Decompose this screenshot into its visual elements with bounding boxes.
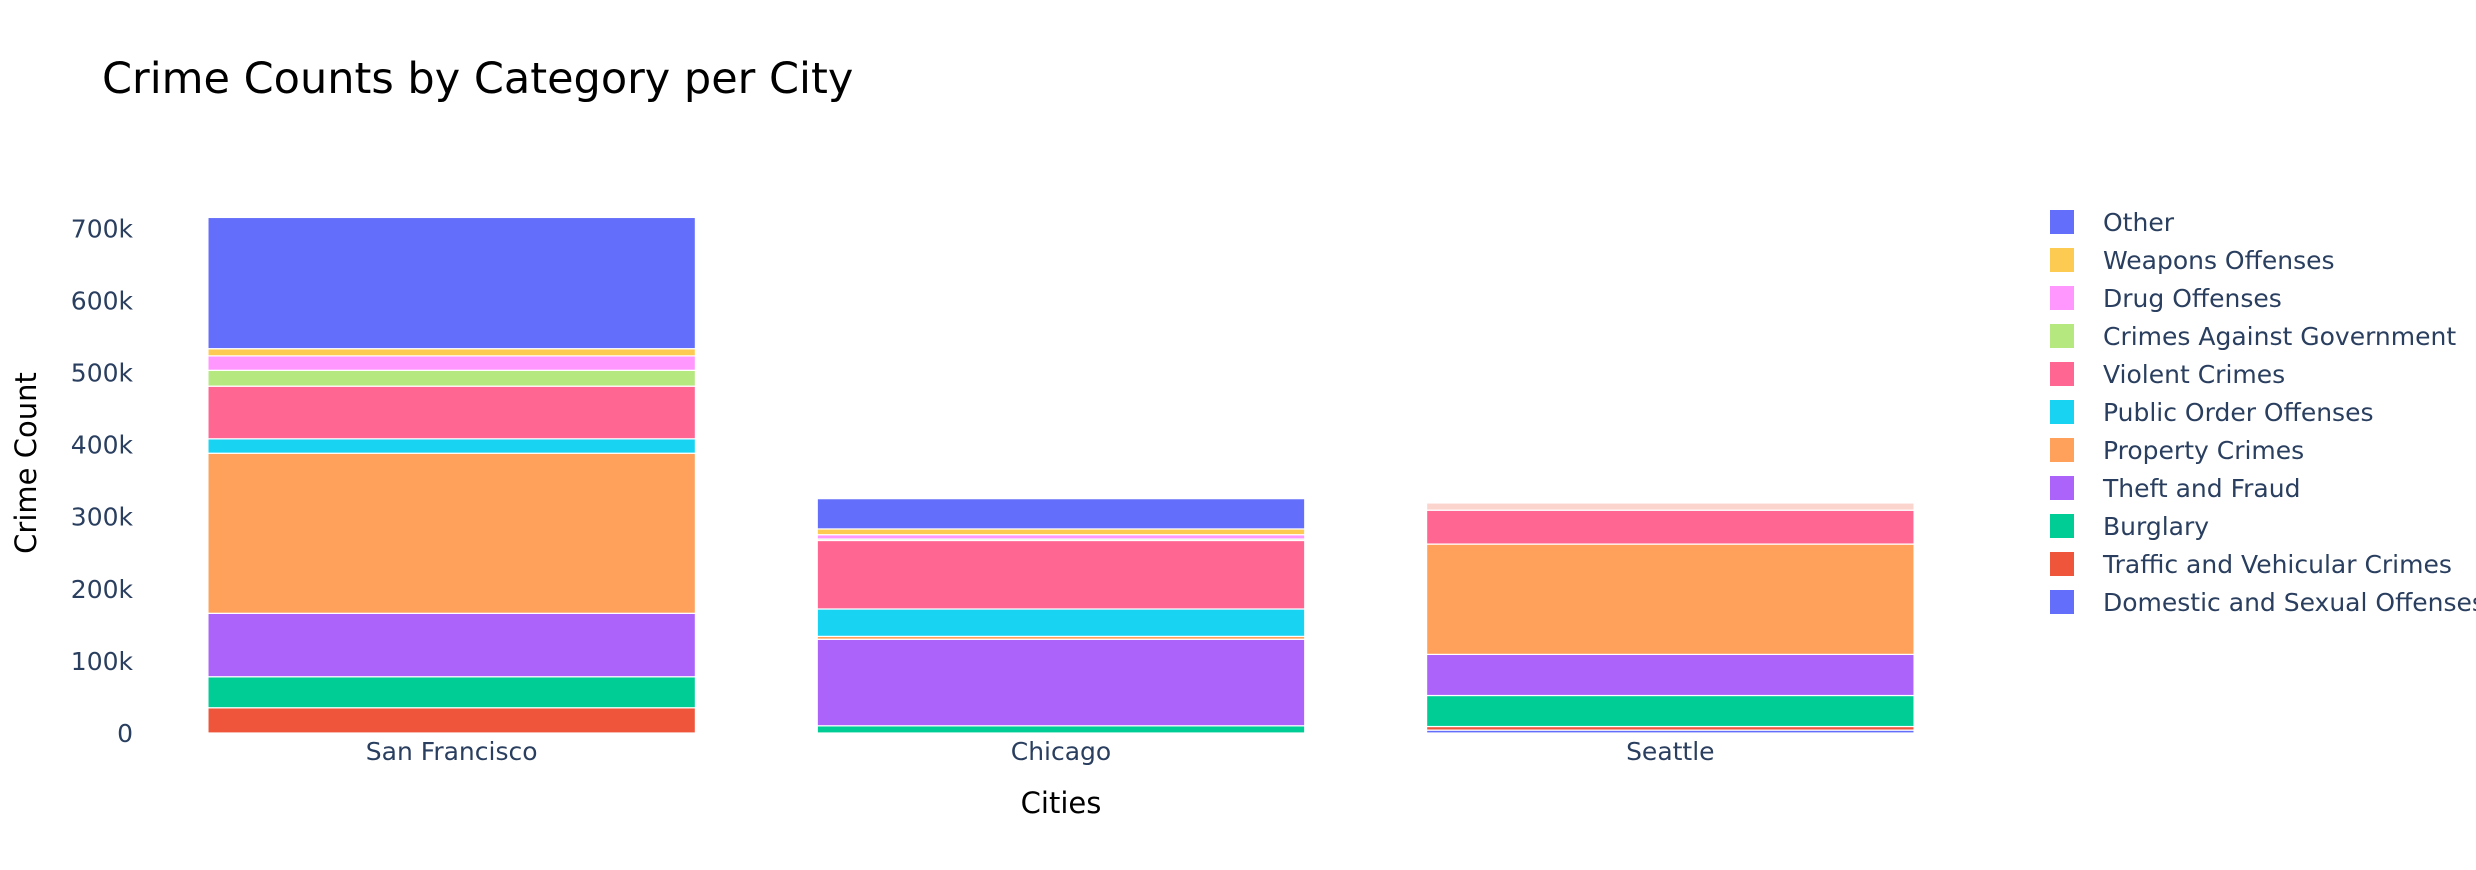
legend-label: Violent Crimes (2103, 360, 2285, 389)
legend-label: Weapons Offenses (2103, 246, 2335, 275)
legend-label: Crimes Against Government (2103, 322, 2456, 351)
bar-segment (207, 369, 696, 387)
y-tick-label: 400k (71, 431, 134, 460)
y-tick-label: 100k (71, 647, 134, 676)
bar-segment (207, 348, 696, 357)
bar-segment (207, 385, 696, 440)
legend-label: Drug Offenses (2103, 284, 2282, 313)
x-axis-ticks: San Francisco Chicago Seattle (366, 737, 1715, 766)
bar-segment (1425, 653, 1915, 697)
legend-swatch (2050, 324, 2074, 348)
y-tick-label: 500k (71, 358, 134, 387)
bar-segment (816, 528, 1306, 536)
x-axis-title: Cities (1021, 786, 1102, 820)
legend-swatch (2050, 286, 2074, 310)
bar-segment (207, 355, 696, 371)
y-tick-label: 600k (71, 286, 134, 315)
bar-segment (816, 534, 1306, 540)
y-tick-label: 0 (117, 719, 133, 748)
bar-segment (816, 638, 1306, 727)
bar-segment (1425, 509, 1915, 545)
legend-label: Other (2103, 208, 2175, 237)
legend: Other Weapons Offenses Drug Offenses Crimes… (2050, 208, 2476, 617)
y-axis-title: Crime Count (9, 372, 43, 554)
x-tick-label: Chicago (1011, 737, 1111, 766)
bar-segment (207, 612, 696, 678)
legend-label: Domestic and Sexual Offenses (2103, 588, 2476, 617)
bar-segment (207, 216, 696, 350)
legend-label: Theft and Fraud (2102, 474, 2300, 503)
chart-title: Crime Counts by Category per City (102, 54, 853, 104)
legend-swatch (2050, 248, 2074, 272)
bar-segment (1425, 502, 1915, 511)
legend-swatch (2050, 400, 2074, 424)
y-tick-label: 700k (71, 214, 134, 243)
y-tick-label: 300k (71, 503, 134, 532)
legend-swatch (2050, 210, 2074, 234)
legend-label: Property Crimes (2103, 436, 2304, 465)
bar-segment (1425, 694, 1915, 728)
legend-swatch (2050, 362, 2074, 386)
bar-segment (207, 438, 696, 454)
bar-segments (207, 216, 1915, 734)
bar-segment (816, 498, 1306, 530)
legend-swatch (2050, 476, 2074, 500)
legend-swatch (2050, 514, 2074, 538)
bar-segment (207, 676, 696, 709)
bar-segment (207, 707, 696, 734)
legend-swatch (2050, 438, 2074, 462)
bar-segment (816, 539, 1306, 610)
bar-segment (1425, 543, 1915, 656)
legend-swatch (2050, 590, 2074, 614)
legend-label: Traffic and Vehicular Crimes (2102, 550, 2452, 579)
bar-segment (816, 608, 1306, 637)
x-tick-label: Seattle (1626, 737, 1715, 766)
legend-label: Public Order Offenses (2103, 398, 2373, 427)
bar-segment (816, 725, 1306, 734)
bar-segment (207, 452, 696, 614)
legend-label: Burglary (2103, 512, 2209, 541)
x-tick-label: San Francisco (366, 737, 538, 766)
legend-swatch (2050, 552, 2074, 576)
y-tick-label: 200k (71, 575, 134, 604)
y-axis-ticks: 0 100k 200k 300k 400k 500k 600k 700k (71, 214, 134, 748)
